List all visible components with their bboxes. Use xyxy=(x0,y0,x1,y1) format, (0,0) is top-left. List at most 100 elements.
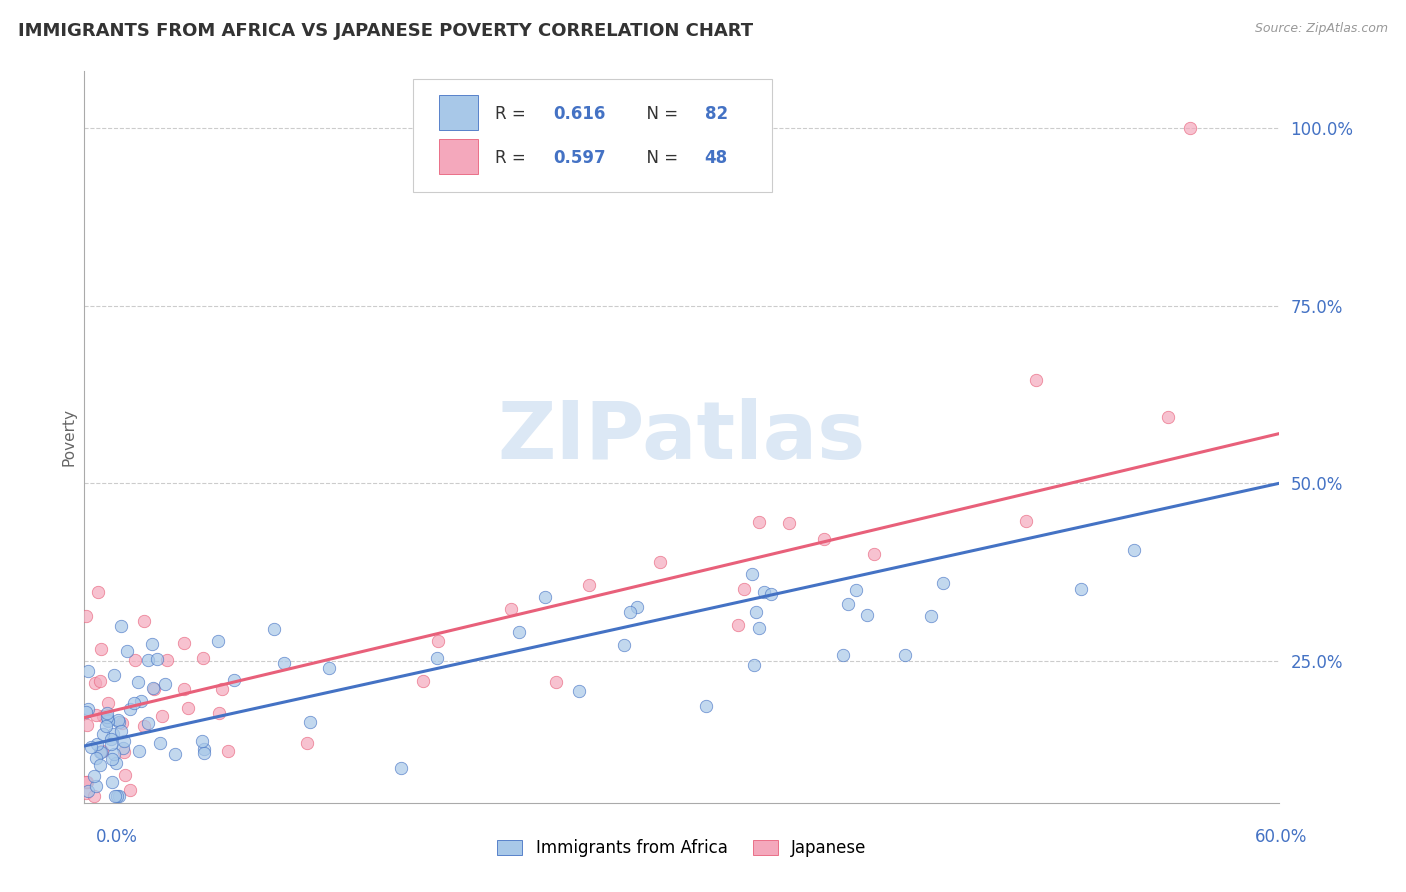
Point xyxy=(568,684,591,698)
Point xyxy=(120,701,142,715)
Point xyxy=(211,682,233,697)
Text: R =: R = xyxy=(495,104,531,123)
Point xyxy=(83,789,105,803)
Point xyxy=(1025,373,1047,387)
Point xyxy=(1070,582,1092,596)
Point xyxy=(100,737,122,751)
Point xyxy=(193,746,215,760)
Point xyxy=(217,743,239,757)
Point xyxy=(142,681,165,695)
Point xyxy=(744,605,766,619)
Point xyxy=(1178,121,1201,136)
Point xyxy=(132,719,155,733)
Point xyxy=(124,696,146,710)
Point xyxy=(389,760,412,774)
Text: 60.0%: 60.0% xyxy=(1256,828,1308,846)
Point xyxy=(155,676,177,690)
Point xyxy=(208,706,231,720)
Text: R =: R = xyxy=(495,149,531,167)
Point xyxy=(111,716,134,731)
Point xyxy=(89,673,111,688)
Point xyxy=(100,752,122,766)
Point xyxy=(104,789,127,803)
Point xyxy=(118,783,141,797)
Point xyxy=(298,715,321,730)
Point xyxy=(124,652,146,666)
Point xyxy=(412,674,434,689)
Point xyxy=(533,590,555,604)
Text: Source: ZipAtlas.com: Source: ZipAtlas.com xyxy=(1254,22,1388,36)
Point xyxy=(103,747,125,761)
Point xyxy=(544,674,567,689)
Point xyxy=(619,605,641,619)
Point xyxy=(142,682,165,697)
FancyBboxPatch shape xyxy=(439,95,478,130)
Point xyxy=(1123,543,1146,558)
Point xyxy=(110,618,132,632)
Point xyxy=(742,658,765,673)
Y-axis label: Poverty: Poverty xyxy=(60,408,76,467)
Point xyxy=(173,682,195,697)
Point xyxy=(149,736,172,750)
Point xyxy=(222,673,245,687)
Point xyxy=(855,607,877,622)
Point xyxy=(191,734,214,748)
Text: IMMIGRANTS FROM AFRICA VS JAPANESE POVERTY CORRELATION CHART: IMMIGRANTS FROM AFRICA VS JAPANESE POVER… xyxy=(18,22,754,40)
Point xyxy=(75,609,97,624)
Point xyxy=(108,714,131,729)
Point xyxy=(84,780,107,794)
Point xyxy=(837,598,859,612)
Point xyxy=(129,694,152,708)
Point xyxy=(845,583,868,598)
Point xyxy=(91,727,114,741)
Point xyxy=(101,727,124,741)
Point xyxy=(499,602,522,616)
Point xyxy=(89,758,111,772)
Point xyxy=(115,644,138,658)
Point xyxy=(86,737,108,751)
Point xyxy=(96,706,118,720)
Point xyxy=(207,633,229,648)
Point xyxy=(89,745,111,759)
Point xyxy=(894,648,917,662)
Point xyxy=(134,614,156,628)
Point xyxy=(83,769,105,783)
Point xyxy=(138,653,160,667)
Legend: Immigrants from Africa, Japanese: Immigrants from Africa, Japanese xyxy=(491,832,873,864)
Text: 82: 82 xyxy=(704,104,728,123)
Point xyxy=(127,674,149,689)
Point xyxy=(75,706,97,720)
Point xyxy=(150,709,173,723)
Point xyxy=(84,676,107,690)
Point xyxy=(578,578,600,592)
Point xyxy=(156,653,179,667)
Point xyxy=(863,547,886,561)
Point xyxy=(648,555,671,569)
Point xyxy=(748,515,770,529)
Point xyxy=(177,700,200,714)
Text: N =: N = xyxy=(637,104,683,123)
Point xyxy=(1014,514,1036,528)
Point xyxy=(94,719,117,733)
Point xyxy=(193,742,215,756)
Point xyxy=(107,713,129,727)
Point xyxy=(733,582,755,596)
Point xyxy=(695,699,717,714)
Point xyxy=(84,708,107,723)
Point xyxy=(77,701,100,715)
Point xyxy=(86,751,108,765)
Point xyxy=(96,714,118,729)
Point xyxy=(91,744,114,758)
Point xyxy=(146,652,169,666)
Point xyxy=(90,745,112,759)
Point xyxy=(1157,409,1180,424)
Point xyxy=(112,745,135,759)
Point xyxy=(741,567,763,582)
Point xyxy=(75,786,97,800)
Point xyxy=(90,641,112,656)
Point xyxy=(426,634,449,648)
Point xyxy=(748,621,770,635)
Point xyxy=(508,624,530,639)
Point xyxy=(100,732,122,747)
Point xyxy=(76,774,98,789)
